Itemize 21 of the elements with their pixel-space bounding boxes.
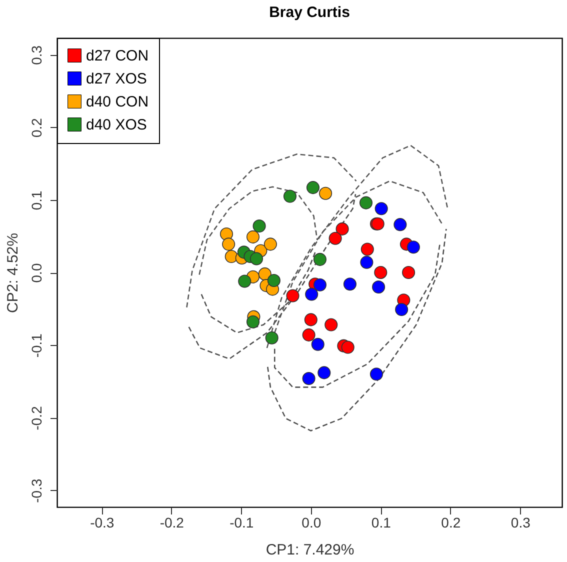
y-tick-label: -0.1: [28, 333, 44, 358]
legend-label: d40 XOS: [86, 116, 147, 134]
y-tick-label: 0.1: [28, 190, 44, 210]
x-tick-label: -0.1: [230, 514, 254, 530]
legend-label: d40 CON: [86, 94, 149, 110]
x-tick-label: 0.0: [302, 514, 322, 530]
legend-label: d27 CON: [86, 48, 149, 64]
x-tick-label: -0.2: [160, 514, 184, 530]
y-tick-label: 0.3: [28, 45, 44, 65]
x-tick-label: 0.2: [441, 514, 461, 530]
y-tick-label: -0.3: [28, 478, 44, 503]
y-axis-title: CP2: 4.52%: [4, 232, 22, 314]
x-axis-title: CP1: 7.429%: [266, 542, 354, 558]
legend-label: d27 XOS: [86, 70, 147, 88]
x-tick-label: 0.3: [510, 514, 531, 530]
x-tick-label: -0.3: [90, 514, 114, 530]
y-tick-label: -0.2: [28, 406, 44, 430]
y-tick-label: 0.2: [28, 118, 44, 138]
chart-title: Bray Curtis: [269, 4, 350, 21]
y-tick-label: 0.0: [28, 263, 44, 283]
x-tick-label: 0.1: [371, 514, 392, 530]
